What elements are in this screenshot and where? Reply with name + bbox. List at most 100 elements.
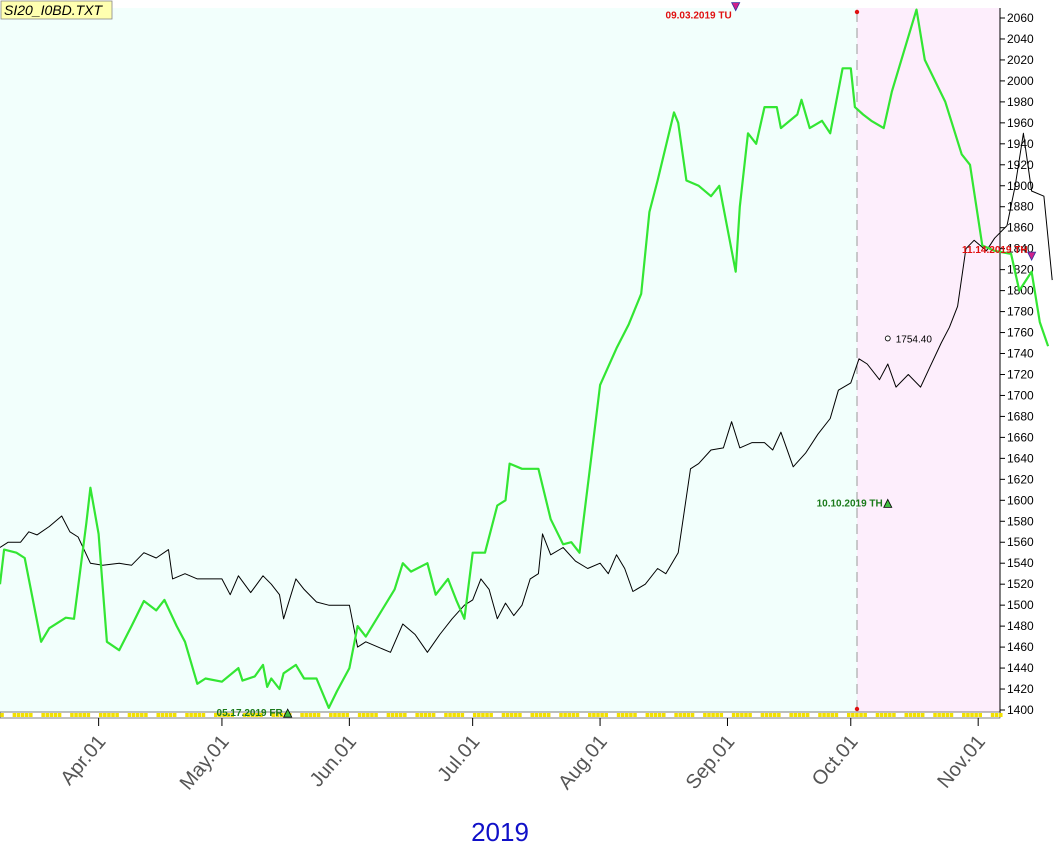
x-day-marker — [526, 713, 530, 717]
x-day-marker — [920, 713, 925, 717]
x-day-marker — [189, 713, 193, 717]
x-day-marker — [670, 713, 674, 717]
x-day-marker — [337, 713, 341, 717]
x-day-marker — [98, 713, 103, 717]
trough-date-label: 05.17.2019 FR — [217, 708, 284, 719]
x-day-marker — [275, 713, 280, 717]
x-day-marker — [193, 713, 197, 717]
x-day-marker — [768, 713, 773, 717]
x-day-marker — [107, 713, 111, 717]
x-day-marker — [546, 713, 551, 717]
y-tick-label: 1440 — [1007, 661, 1034, 675]
x-day-marker — [234, 713, 239, 717]
x-day-marker — [908, 713, 913, 717]
y-tick-label: 1580 — [1007, 514, 1034, 528]
x-axis-day-markers — [0, 713, 1003, 717]
x-day-marker — [477, 713, 481, 717]
x-day-marker — [620, 713, 625, 717]
x-day-marker — [444, 713, 448, 717]
x-day-marker — [259, 713, 263, 717]
x-day-marker — [246, 713, 251, 717]
x-day-marker — [49, 713, 54, 717]
y-tick-label: 1520 — [1007, 577, 1034, 591]
x-day-marker — [489, 713, 493, 717]
forecast-divider-top-marker — [854, 9, 860, 15]
x-day-marker — [818, 713, 822, 717]
x-day-marker — [834, 713, 839, 717]
x-day-marker — [625, 713, 629, 717]
x-day-marker — [699, 713, 703, 717]
x-day-marker — [551, 713, 555, 717]
x-day-marker — [945, 713, 950, 717]
x-day-marker — [370, 713, 374, 717]
x-day-marker — [645, 713, 650, 717]
x-day-marker — [785, 713, 789, 717]
x-tick-label: Jun.01 — [306, 731, 361, 791]
x-day-marker — [242, 713, 247, 717]
y-tick-label: 2020 — [1007, 53, 1034, 67]
y-tick-label: 2040 — [1007, 32, 1034, 46]
x-day-marker — [251, 713, 255, 717]
x-day-marker — [542, 713, 547, 717]
x-day-marker — [838, 713, 843, 717]
x-tick-label: Apr.01 — [56, 731, 110, 789]
x-day-marker — [468, 713, 473, 717]
x-day-marker — [300, 713, 304, 717]
x-day-marker — [90, 713, 95, 717]
x-day-marker — [238, 713, 243, 717]
x-day-marker — [740, 713, 744, 717]
x-day-marker — [86, 713, 91, 717]
x-day-marker — [148, 713, 152, 717]
y-tick-label: 1780 — [1007, 305, 1034, 319]
x-day-marker — [805, 713, 810, 717]
x-day-marker — [452, 713, 456, 717]
x-day-marker — [209, 713, 214, 717]
x-day-marker — [703, 713, 707, 717]
x-day-marker — [394, 713, 399, 717]
x-day-marker — [111, 713, 115, 717]
x-day-marker — [851, 713, 855, 717]
x-day-marker — [999, 713, 1003, 717]
x-day-marker — [912, 713, 917, 717]
x-day-marker — [386, 713, 391, 717]
x-day-marker — [941, 713, 945, 717]
x-day-marker — [37, 713, 41, 717]
y-axis: 1400 1420 1440 1460 1480 1500 1520 1540 1560 1580… — [1000, 11, 1034, 717]
x-day-marker — [485, 713, 489, 717]
x-day-marker — [707, 713, 711, 717]
trough-date-label: 10.10.2019 TH — [817, 498, 883, 509]
x-day-marker — [777, 713, 781, 717]
peak-arrow-marker — [731, 2, 741, 12]
x-day-marker — [324, 713, 329, 717]
x-day-marker — [177, 713, 181, 717]
x-day-marker — [440, 713, 444, 717]
x-day-marker — [144, 713, 148, 717]
x-tick-label: Sep.01 — [682, 731, 740, 794]
series-layer — [0, 8, 1053, 709]
y-tick-label: 1480 — [1007, 619, 1034, 633]
x-day-marker — [933, 713, 937, 717]
x-day-marker — [863, 713, 867, 717]
x-day-marker — [715, 713, 719, 717]
x-day-marker — [304, 713, 308, 717]
x-day-marker — [398, 713, 403, 717]
x-day-marker — [164, 713, 169, 717]
x-day-marker — [267, 713, 271, 717]
x-day-marker — [538, 713, 543, 717]
x-day-marker — [690, 713, 695, 717]
x-day-marker — [904, 713, 909, 717]
forecast-divider-bottom-marker — [854, 706, 860, 712]
trough-arrow-marker — [283, 708, 293, 718]
x-day-marker — [588, 713, 592, 717]
x-day-marker — [353, 713, 358, 717]
x-day-marker — [900, 713, 904, 717]
x-day-marker — [563, 713, 567, 717]
y-tick-label: 2060 — [1007, 11, 1034, 25]
x-axis: Apr.01 May.01 Jun.01 Jul.01 Aug.01 Sep.01 Oct.… — [56, 718, 990, 794]
x-day-marker — [374, 713, 378, 717]
x-day-marker — [312, 713, 317, 717]
x-day-marker — [41, 713, 45, 717]
x-day-marker — [382, 713, 387, 717]
x-day-marker — [953, 713, 958, 717]
x-day-marker — [333, 713, 337, 717]
